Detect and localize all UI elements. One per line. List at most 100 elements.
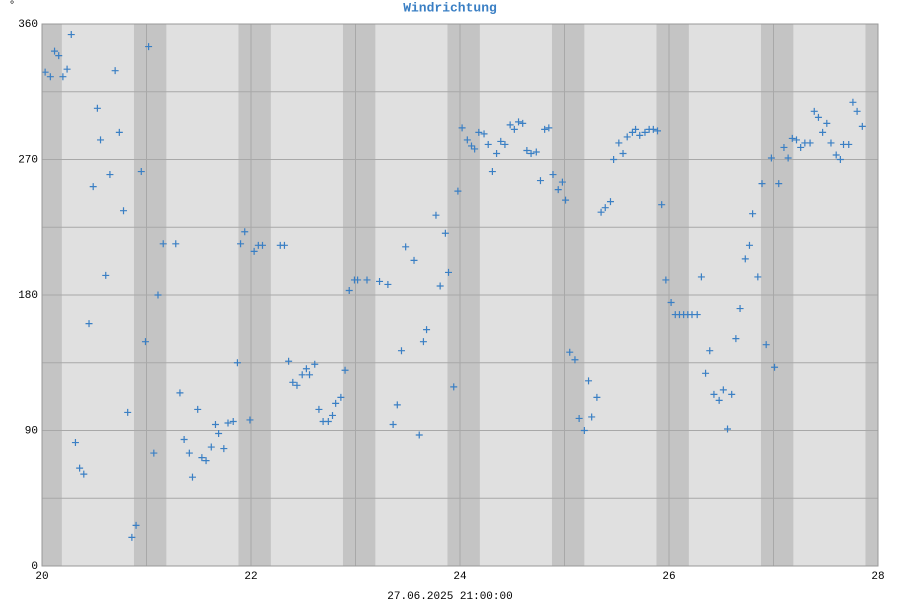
point bbox=[484, 140, 492, 148]
point bbox=[784, 154, 792, 162]
y-tick-label: 90 bbox=[25, 425, 38, 437]
point bbox=[397, 347, 405, 355]
point bbox=[224, 419, 232, 427]
point bbox=[853, 107, 861, 115]
point bbox=[71, 439, 79, 447]
point bbox=[194, 405, 202, 413]
point bbox=[788, 134, 796, 142]
point bbox=[51, 47, 59, 55]
point bbox=[797, 143, 805, 151]
point bbox=[185, 449, 193, 457]
point bbox=[810, 107, 818, 115]
point bbox=[554, 186, 562, 194]
point bbox=[120, 207, 128, 215]
point bbox=[211, 420, 219, 428]
point bbox=[445, 268, 453, 276]
point bbox=[141, 338, 149, 346]
point bbox=[558, 178, 566, 186]
point bbox=[762, 341, 770, 349]
point bbox=[806, 139, 814, 147]
point bbox=[207, 443, 215, 451]
point bbox=[858, 122, 866, 130]
point bbox=[115, 128, 123, 136]
point bbox=[493, 149, 501, 157]
x-tick-label: 26 bbox=[662, 571, 675, 583]
point bbox=[124, 408, 132, 416]
x-axis-label: 27.06.2025 21:00:00 bbox=[387, 591, 512, 600]
point bbox=[93, 104, 101, 112]
point bbox=[41, 68, 49, 76]
point bbox=[415, 431, 423, 439]
point bbox=[667, 299, 675, 307]
point bbox=[80, 470, 88, 478]
point bbox=[402, 243, 410, 251]
y-tick-label: 180 bbox=[18, 290, 38, 302]
point bbox=[606, 198, 614, 206]
point bbox=[89, 183, 97, 191]
point bbox=[710, 390, 718, 398]
point bbox=[302, 365, 310, 373]
point bbox=[111, 67, 119, 75]
x-tick-label: 28 bbox=[871, 571, 884, 583]
point bbox=[510, 125, 518, 133]
point bbox=[588, 413, 596, 421]
chart-title: Windrichtung bbox=[403, 0, 497, 15]
point bbox=[389, 420, 397, 428]
point bbox=[285, 357, 293, 365]
point bbox=[619, 149, 627, 157]
point bbox=[823, 119, 831, 127]
point bbox=[775, 180, 783, 188]
point bbox=[792, 136, 800, 144]
point bbox=[324, 417, 332, 425]
plot-frame bbox=[41, 23, 879, 567]
point bbox=[527, 149, 535, 157]
point bbox=[724, 425, 732, 433]
point bbox=[819, 128, 827, 136]
point bbox=[636, 131, 644, 139]
point bbox=[501, 140, 509, 148]
point bbox=[384, 280, 392, 288]
point bbox=[46, 73, 54, 81]
point bbox=[246, 416, 254, 424]
point bbox=[337, 393, 345, 401]
point bbox=[198, 454, 206, 462]
point bbox=[610, 156, 618, 163]
point bbox=[102, 271, 110, 279]
point bbox=[849, 98, 857, 106]
point bbox=[745, 241, 753, 249]
point bbox=[658, 201, 666, 209]
point bbox=[132, 521, 140, 529]
point bbox=[506, 121, 514, 129]
y-axis-label: ° bbox=[9, 0, 16, 12]
point bbox=[662, 276, 670, 284]
y-tick-label: 360 bbox=[18, 19, 38, 31]
point bbox=[137, 168, 145, 176]
point bbox=[55, 52, 63, 60]
point bbox=[458, 124, 466, 132]
point bbox=[311, 360, 319, 368]
point bbox=[515, 118, 523, 126]
point bbox=[159, 240, 167, 248]
point bbox=[59, 73, 67, 81]
point bbox=[229, 417, 237, 425]
point bbox=[97, 136, 105, 144]
point bbox=[220, 445, 228, 453]
point bbox=[423, 326, 431, 334]
point bbox=[767, 154, 775, 162]
x-tick-label: 22 bbox=[244, 571, 257, 583]
point bbox=[615, 139, 623, 147]
point bbox=[67, 31, 75, 39]
point bbox=[654, 127, 662, 135]
point bbox=[536, 177, 544, 185]
point bbox=[814, 113, 822, 121]
point bbox=[329, 411, 337, 419]
point bbox=[454, 187, 462, 195]
point bbox=[436, 282, 444, 290]
point bbox=[632, 125, 640, 133]
point bbox=[341, 366, 349, 374]
point bbox=[306, 371, 314, 379]
point bbox=[541, 125, 549, 133]
point bbox=[549, 171, 557, 179]
point bbox=[363, 276, 371, 284]
